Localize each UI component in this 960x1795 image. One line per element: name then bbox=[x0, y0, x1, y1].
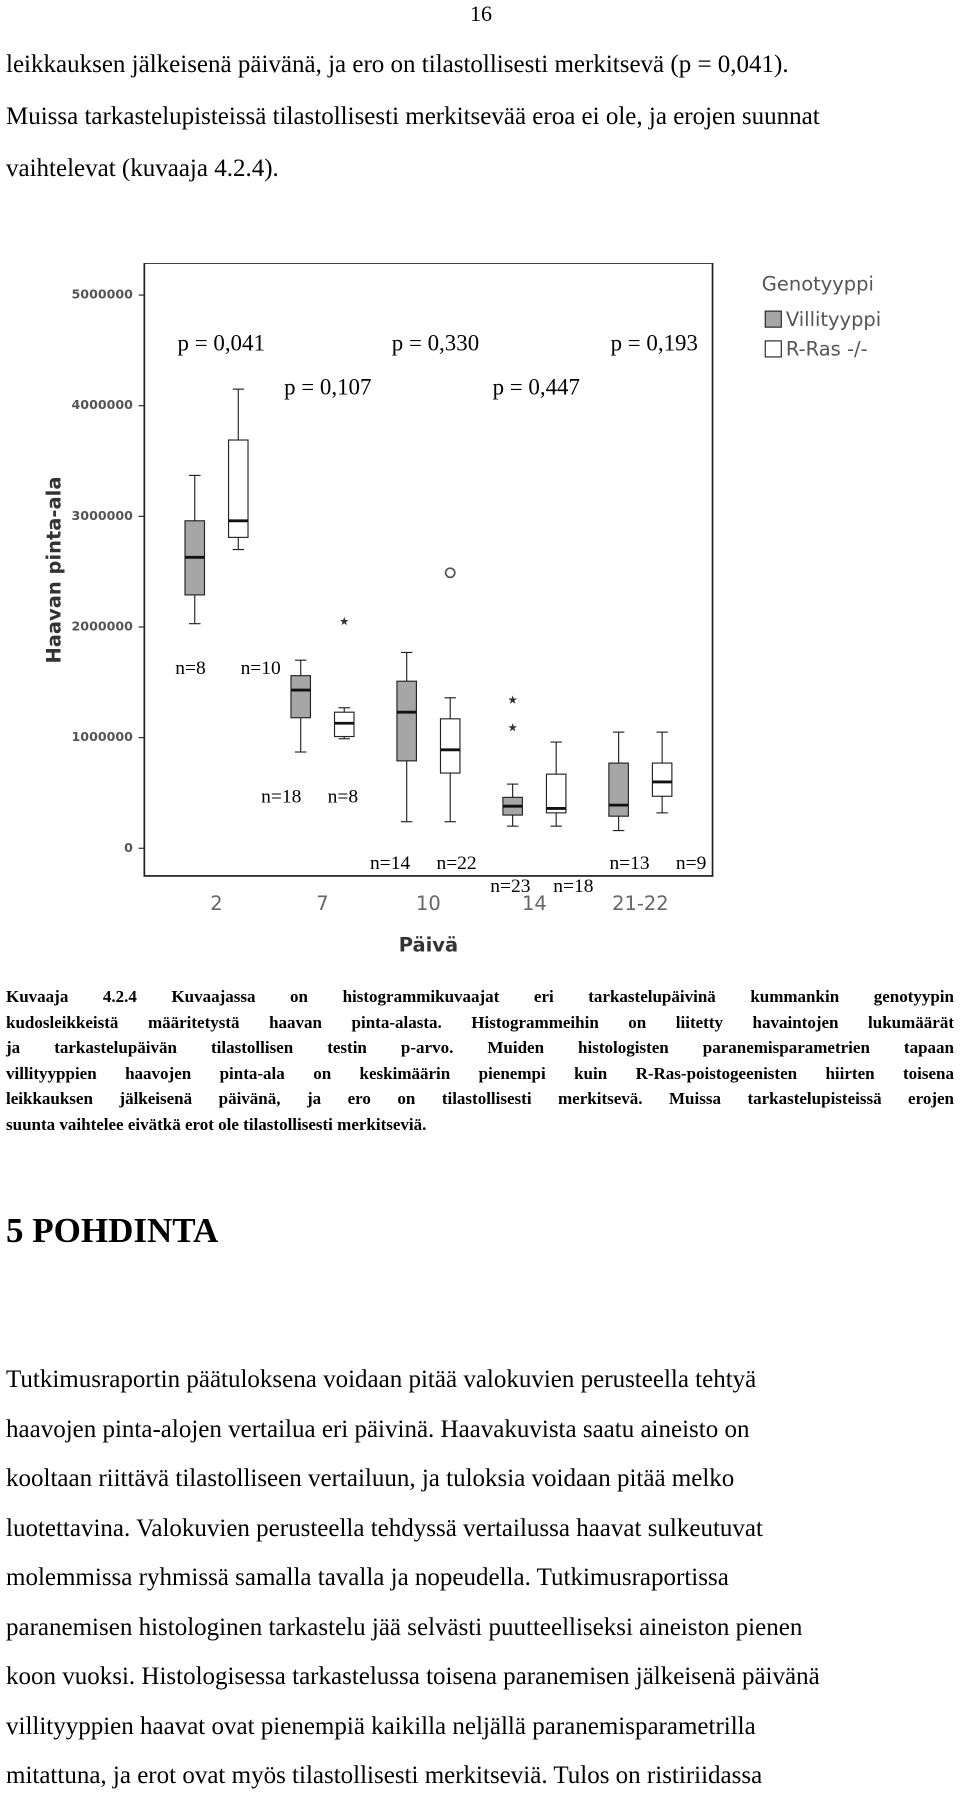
box bbox=[439, 718, 461, 774]
caption-line: leikkauksen jälkeisenä päivänä, ja ero o… bbox=[6, 1089, 954, 1109]
x-axis-title: Päivä bbox=[399, 933, 458, 956]
extreme-marker bbox=[339, 616, 349, 626]
y-tick-label: 5000000 bbox=[72, 287, 134, 302]
text-line: villityyppien haavat ovat pienempiä kaik… bbox=[6, 1712, 756, 1740]
legend-swatch bbox=[764, 310, 782, 328]
figure-caption: Kuvaaja 4.2.4 Kuvaajassa on histogrammik… bbox=[6, 984, 954, 1138]
caption-line: suunta vaihtelee eivätkä erot ole tilast… bbox=[6, 1114, 427, 1134]
y-tick-label: 3000000 bbox=[72, 508, 134, 523]
caption-line: kudosleikkeistä määritetystä haavan pint… bbox=[6, 1012, 954, 1032]
text-line: Tutkimusraportin päätuloksena voidaan pi… bbox=[6, 1366, 757, 1393]
chart: Haavan pinta-ala Päivä Genotyyppi 0 10000… bbox=[42, 263, 881, 956]
n-label: n=18 bbox=[261, 786, 301, 807]
box bbox=[608, 762, 629, 817]
caption-line: ja tarkastelupäivän tilastollisen testin… bbox=[6, 1038, 954, 1058]
text-line: Muissa tarkastelupisteissä tilastollises… bbox=[6, 103, 820, 130]
n-label: n=18 bbox=[553, 876, 593, 897]
n-label: n=8 bbox=[175, 658, 205, 679]
paragraph: leikkauksen jälkeisenä päivänä, ja ero o… bbox=[6, 39, 820, 195]
outlier-marker bbox=[444, 567, 456, 579]
text-line: molemmissa ryhmissä samalla tavalla ja n… bbox=[6, 1564, 729, 1591]
text-line: koon vuoksi. Histologisessa tarkasteluss… bbox=[6, 1663, 820, 1690]
legend-label: R-Ras -/- bbox=[786, 338, 868, 361]
n-label: n=23 bbox=[490, 876, 530, 897]
text-line: kooltaan riittävä tilastolliseen vertail… bbox=[6, 1465, 735, 1492]
p-value-label: p = 0,041 bbox=[178, 331, 265, 356]
legend-title: Genotyyppi bbox=[762, 272, 874, 295]
plot-frame bbox=[143, 263, 714, 877]
page-number: 16 bbox=[470, 1, 492, 26]
box bbox=[651, 762, 673, 797]
text-line: paranemisen histologinen tarkastelu jää … bbox=[6, 1613, 803, 1641]
text-line: vaihtelevat (kuvaaja 4.2.4). bbox=[6, 155, 279, 182]
p-value-label: p = 0,330 bbox=[392, 331, 479, 356]
section-heading: 5 POHDINTA bbox=[6, 1211, 219, 1250]
p-value-label: p = 0,193 bbox=[611, 331, 698, 356]
p-value-label: p = 0,107 bbox=[284, 374, 371, 399]
caption-line: villityyppien haavojen pinta-ala on kesk… bbox=[6, 1063, 954, 1083]
box bbox=[545, 773, 567, 814]
text-line: haavojen pinta-alojen vertailua eri päiv… bbox=[6, 1415, 750, 1443]
y-tick-label: 2000000 bbox=[72, 618, 134, 633]
x-tick-label: 7 bbox=[316, 892, 328, 915]
text-line: leikkauksen jälkeisenä päivänä, ja ero o… bbox=[6, 51, 789, 78]
x-tick-label: 14 bbox=[522, 892, 547, 915]
n-label: n=22 bbox=[436, 853, 476, 874]
n-label: n=14 bbox=[370, 853, 410, 874]
x-tick-label: 2 bbox=[210, 892, 222, 915]
y-tick-label: 1000000 bbox=[72, 729, 134, 744]
box bbox=[396, 680, 417, 762]
caption-line: Kuvaaja 4.2.4 Kuvaajassa on histogrammik… bbox=[6, 987, 954, 1006]
box bbox=[227, 439, 249, 538]
y-tick-label: 0 bbox=[124, 840, 133, 855]
y-axis-title: Haavan pinta-ala bbox=[42, 477, 65, 664]
x-tick-label: 10 bbox=[416, 892, 441, 915]
n-label: n=8 bbox=[328, 786, 358, 807]
extreme-marker bbox=[508, 723, 518, 732]
legend-label: Villityyppi bbox=[786, 308, 881, 331]
n-label: n=13 bbox=[609, 853, 649, 874]
y-tick-label: 4000000 bbox=[72, 397, 134, 412]
paragraph: Tutkimusraportin päätuloksena voidaan pi… bbox=[6, 1355, 820, 1795]
n-label: n=10 bbox=[241, 658, 281, 679]
box bbox=[290, 675, 312, 719]
p-value-label: p = 0,447 bbox=[493, 374, 580, 399]
extreme-marker bbox=[508, 695, 518, 704]
n-label: n=9 bbox=[676, 853, 706, 874]
x-tick-label: 21-22 bbox=[612, 892, 669, 915]
text-line: mitattuna, ja erot ovat myös tilastollis… bbox=[6, 1762, 763, 1789]
text-line: luotettavina. Valokuvien perusteella teh… bbox=[6, 1514, 763, 1542]
legend-swatch bbox=[764, 340, 782, 358]
